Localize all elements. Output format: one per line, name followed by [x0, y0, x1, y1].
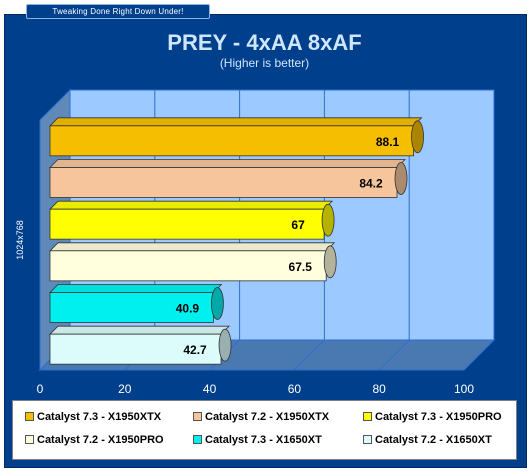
- floor-gridline: [463, 339, 495, 371]
- x-tick-label: 0: [36, 382, 44, 396]
- bar-value-label: 88.1: [376, 135, 400, 149]
- bar-top-face: [49, 200, 334, 210]
- legend-item: Catalyst 7.3 - X1650XT: [193, 434, 322, 446]
- legend-swatch: [193, 434, 202, 444]
- bar-value-label: 40.9: [176, 302, 200, 316]
- legend-label: Catalyst 7.2 - X1950PRO: [37, 434, 164, 446]
- bar: [49, 167, 398, 198]
- legend-swatch: [193, 411, 202, 421]
- bar-end-cap: [323, 245, 337, 279]
- bar-end-cap: [218, 328, 232, 362]
- bar: [49, 208, 325, 240]
- legend-label: Catalyst 7.2 - X1650XT: [375, 434, 492, 446]
- legend-swatch: [25, 411, 34, 421]
- x-tick-label: 20: [118, 382, 132, 396]
- legend-item: Catalyst 7.2 - X1950XTX: [193, 411, 329, 423]
- bar-end-cap: [411, 120, 424, 154]
- floor-gridline: [378, 339, 410, 371]
- legend-label: Catalyst 7.3 - X1650XT: [205, 434, 322, 446]
- bar-top-face: [49, 284, 223, 293]
- bar-value-label: 67: [291, 218, 305, 232]
- legend-label: Catalyst 7.2 - X1950XTX: [205, 411, 330, 423]
- bar-value-label: 67.5: [289, 260, 313, 274]
- chart-subtitle: (Higher is better): [219, 56, 310, 70]
- legend-item: Catalyst 7.3 - X1950PRO: [363, 411, 502, 423]
- x-tick-label: 80: [372, 382, 386, 396]
- bar-end-cap: [321, 203, 335, 237]
- bar-value-label: 42.7: [183, 343, 207, 357]
- legend-swatch: [363, 434, 372, 444]
- bar-end-cap: [211, 287, 224, 320]
- bar-end-cap: [394, 162, 408, 195]
- x-tick-label: 100: [453, 382, 475, 396]
- floor-gridline: [294, 339, 325, 371]
- legend-item: Catalyst 7.2 - X1950PRO: [25, 434, 164, 446]
- legend-label: Catalyst 7.3 - X1950XTX: [37, 411, 162, 423]
- x-tick-label: 40: [202, 382, 217, 396]
- bar-chart: 88.1 84.2 67 67.5 40.9 42.7: [38, 88, 496, 372]
- bar-value-label: 84.2: [359, 177, 383, 191]
- bar-top-face: [49, 242, 336, 252]
- bar: [49, 250, 327, 282]
- legend-label: Catalyst 7.3 - X1950PRO: [375, 411, 502, 423]
- legend-swatch: [363, 411, 372, 421]
- legend-swatch: [25, 434, 34, 444]
- bar: [49, 125, 414, 157]
- chart-title: PREY - 4xAA 8xAF: [167, 30, 362, 55]
- x-tick-label: 60: [287, 382, 302, 396]
- chart-legend: Catalyst 7.3 - X1950XTX Catalyst 7.2 - X1…: [12, 400, 517, 460]
- site-banner: Tweaking Done Right Down Under!: [26, 4, 210, 19]
- legend-item: Catalyst 7.2 - X1650XT: [363, 434, 492, 446]
- bar-top-face: [49, 159, 406, 168]
- legend-item: Catalyst 7.3 - X1950XTX: [25, 411, 161, 423]
- bar-top-face: [49, 325, 231, 335]
- bar-top-face: [49, 117, 423, 127]
